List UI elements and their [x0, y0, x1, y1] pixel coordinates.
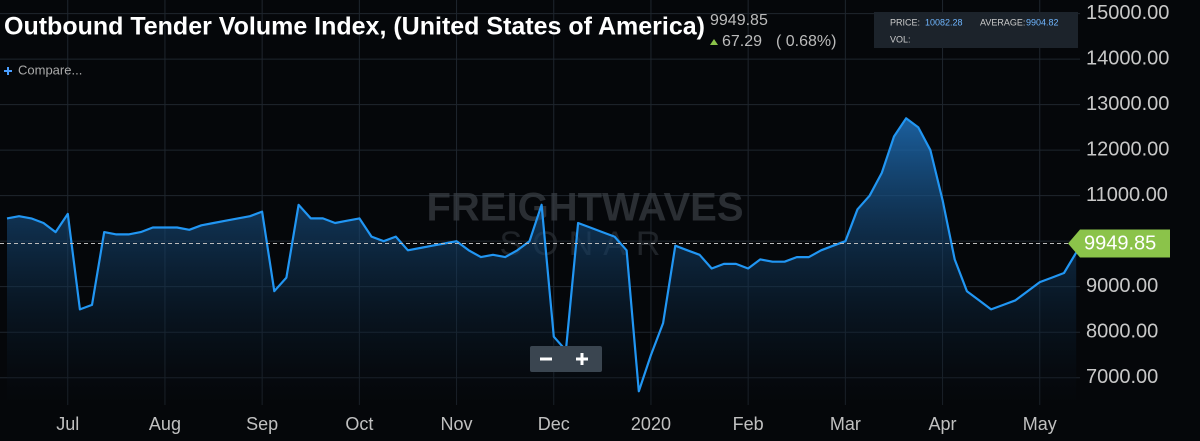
x-tick-label: Apr — [929, 414, 957, 434]
x-tick-label: Oct — [345, 414, 373, 434]
x-tick-label: Aug — [149, 414, 181, 434]
info-value: 9904.82 — [1026, 17, 1059, 27]
info-label: PRICE: — [890, 17, 920, 27]
y-tick-label: 15000.00 — [1086, 2, 1169, 24]
info-value: 10082.28 — [925, 17, 963, 27]
y-tick-label: 14000.00 — [1086, 47, 1169, 69]
last-value-tag-label: 9949.85 — [1084, 233, 1156, 255]
compare-label: Compare... — [18, 62, 82, 77]
x-tick-label: Feb — [733, 414, 764, 434]
y-tick-label: 9000.00 — [1086, 275, 1158, 297]
change: 67.29 — [722, 33, 762, 50]
x-tick-label: Mar — [830, 414, 861, 434]
y-tick-label: 11000.00 — [1086, 184, 1168, 206]
change-percent: ( 0.68%) — [776, 33, 836, 50]
last-value: 9949.85 — [710, 12, 768, 29]
y-tick-label: 7000.00 — [1086, 366, 1158, 388]
info-label: AVERAGE: — [980, 17, 1025, 27]
compare-button[interactable]: Compare... — [4, 62, 82, 77]
x-tick-label: Jul — [56, 414, 79, 434]
x-tick-label: May — [1023, 414, 1057, 434]
x-tick-label: Dec — [538, 414, 570, 434]
area-fill — [7, 118, 1077, 406]
zoom-in[interactable] — [576, 353, 588, 365]
chart-title: Outbound Tender Volume Index, (United St… — [4, 13, 705, 41]
last-value-tag — [1068, 229, 1170, 258]
x-tick-label: Sep — [246, 414, 278, 434]
zoom-controls — [530, 346, 602, 372]
y-tick-label: 8000.00 — [1086, 320, 1158, 342]
info-label: VOL: — [890, 34, 911, 44]
up-arrow — [710, 39, 718, 45]
x-tick-label: Nov — [441, 414, 473, 434]
info-box — [874, 12, 1078, 48]
line — [6, 117, 1078, 393]
y-tick-label: 12000.00 — [1086, 138, 1169, 160]
plus-icon — [4, 67, 12, 75]
y-tick-label: 13000.00 — [1086, 93, 1169, 115]
x-tick-label: 2020 — [631, 414, 671, 434]
watermark: FREIGHTWAVES — [426, 186, 743, 230]
